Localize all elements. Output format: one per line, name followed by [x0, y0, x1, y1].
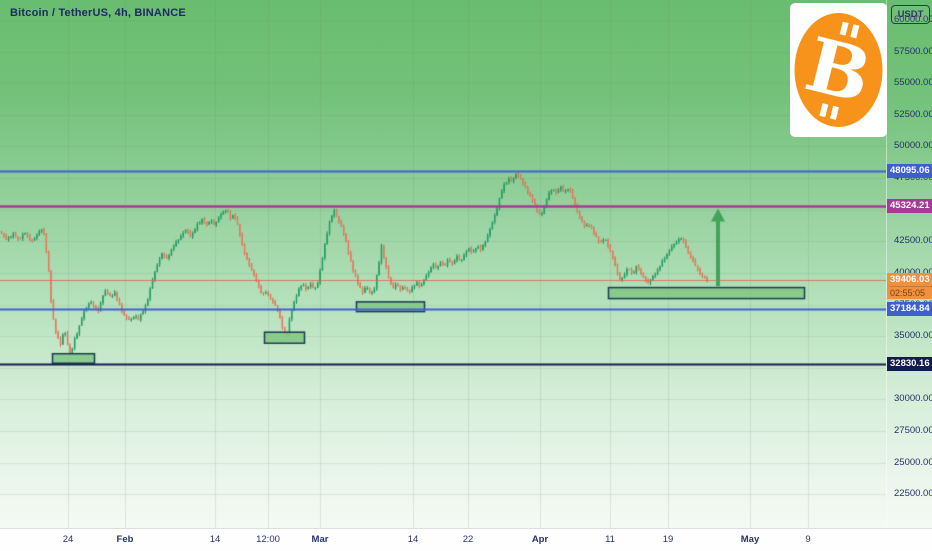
- price-tick: 30000.00: [894, 393, 932, 405]
- current-price-label: 39406.03 02:55:05: [887, 273, 932, 300]
- current-price-value: 39406.03: [890, 274, 930, 286]
- time-tick: 19: [662, 534, 674, 545]
- price-tick: 47500.00: [894, 172, 932, 184]
- price-tick: 42500.00: [894, 235, 932, 247]
- price-tick: 57500.00: [894, 45, 932, 57]
- currency-toggle-button[interactable]: USDT: [891, 5, 930, 24]
- time-tick: Apr: [531, 534, 549, 545]
- candlestick-chart[interactable]: [0, 0, 886, 528]
- time-tick: May: [740, 534, 760, 545]
- time-tick: Mar: [311, 534, 329, 545]
- price-axis[interactable]: 60000.00 57500.00 55000.00 52500.00 50000.00…: [886, 0, 932, 528]
- time-tick: 14: [209, 534, 221, 545]
- price-tick: 55000.00: [894, 77, 932, 89]
- price-level-label: 32830.16: [887, 356, 932, 371]
- price-level-label: 48095.06: [887, 163, 932, 178]
- price-level-label: 37184.84: [887, 301, 932, 316]
- price-tick: 60000.00: [894, 14, 932, 25]
- price-tick: 27500.00: [894, 424, 932, 436]
- bar-countdown-timer: 02:55:05: [890, 286, 932, 299]
- time-axis[interactable]: 24 Feb 14 12:00 Mar 14 22 Apr 11 19 May 9: [0, 528, 932, 551]
- price-tick: 50000.00: [894, 140, 932, 152]
- bitcoin-logo: B: [790, 3, 887, 137]
- bitcoin-icon: B: [794, 13, 883, 127]
- price-level-label: 45324.21: [887, 198, 932, 213]
- time-tick: 11: [605, 534, 615, 545]
- price-tick: 25000.00: [894, 456, 932, 468]
- price-tick: 22500.00: [894, 488, 932, 500]
- time-tick: 14: [407, 534, 419, 545]
- price-tick: 35000.00: [894, 330, 932, 342]
- time-tick: 12:00: [256, 534, 280, 545]
- time-tick: 24: [62, 534, 74, 545]
- time-tick: 22: [462, 534, 474, 545]
- symbol-title: Bitcoin / TetherUS, 4h, BINANCE: [10, 7, 186, 19]
- price-tick: 40000.00: [894, 266, 932, 278]
- price-tick: 52500.00: [894, 108, 932, 120]
- time-tick: Feb: [116, 534, 134, 545]
- time-tick: 9: [805, 534, 811, 545]
